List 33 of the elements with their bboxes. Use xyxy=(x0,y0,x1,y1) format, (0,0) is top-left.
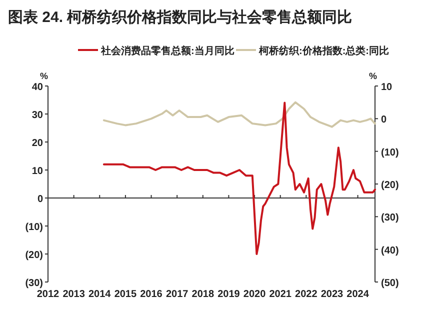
y2-tick-label: (40) xyxy=(381,245,399,256)
x-tick-label: 2020 xyxy=(243,289,266,300)
y2-axis-title: % xyxy=(368,71,378,81)
y2-tick-label: (50) xyxy=(381,278,399,289)
y-axis-title: % xyxy=(40,71,48,81)
x-tick-label: 2024 xyxy=(346,289,370,300)
y-tick-label: 10 xyxy=(32,166,44,177)
x-tick-label: 2018 xyxy=(192,289,214,300)
x-tick-label: 2021 xyxy=(269,289,292,300)
x-tick-label: 2022 xyxy=(295,289,318,300)
title: 图表 24. 柯桥纺织价格指数同比与社会零售总额同比 xyxy=(8,9,352,26)
y-tick-label: 30 xyxy=(32,110,44,121)
y2-tick-label: 0 xyxy=(381,114,387,126)
y2-tick-label: (20) xyxy=(381,180,399,191)
y-tick-label: 20 xyxy=(32,138,44,149)
x-tick-label: 2014 xyxy=(88,289,112,300)
y-tick-label: (10) xyxy=(25,222,43,233)
legend-label: 柯桥纺织:价格指数:总类:同比 xyxy=(258,45,389,57)
x-tick-label: 2015 xyxy=(114,289,138,300)
x-tick-label: 2017 xyxy=(166,289,189,300)
x-tick-label: 2023 xyxy=(320,289,344,300)
legend-label: 社会消费品零售总额:当月同比 xyxy=(100,45,234,57)
y-tick-label: 0 xyxy=(37,194,44,205)
y2-tick-label: (10) xyxy=(381,147,399,158)
x-tick-label: 2019 xyxy=(218,289,240,300)
y2-tick-label: (30) xyxy=(381,212,399,224)
y-tick-label: 40 xyxy=(32,82,44,93)
y-tick-label: (20) xyxy=(25,250,43,261)
x-tick-label: 2013 xyxy=(62,289,86,300)
x-tick-label: 2016 xyxy=(140,289,163,300)
y2-tick-label: 10 xyxy=(381,82,393,93)
y-tick-label: (30) xyxy=(25,278,43,289)
x-tick-label: 2012 xyxy=(36,289,60,300)
